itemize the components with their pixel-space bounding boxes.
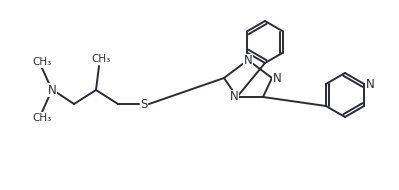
Text: N: N (230, 90, 238, 104)
Text: N: N (365, 78, 374, 90)
Text: CH₃: CH₃ (32, 113, 51, 123)
Text: CH₃: CH₃ (91, 54, 111, 64)
Text: CH₃: CH₃ (32, 57, 51, 67)
Text: S: S (140, 97, 148, 111)
Text: N: N (47, 83, 56, 97)
Text: N: N (273, 71, 281, 85)
Text: N: N (244, 55, 253, 67)
